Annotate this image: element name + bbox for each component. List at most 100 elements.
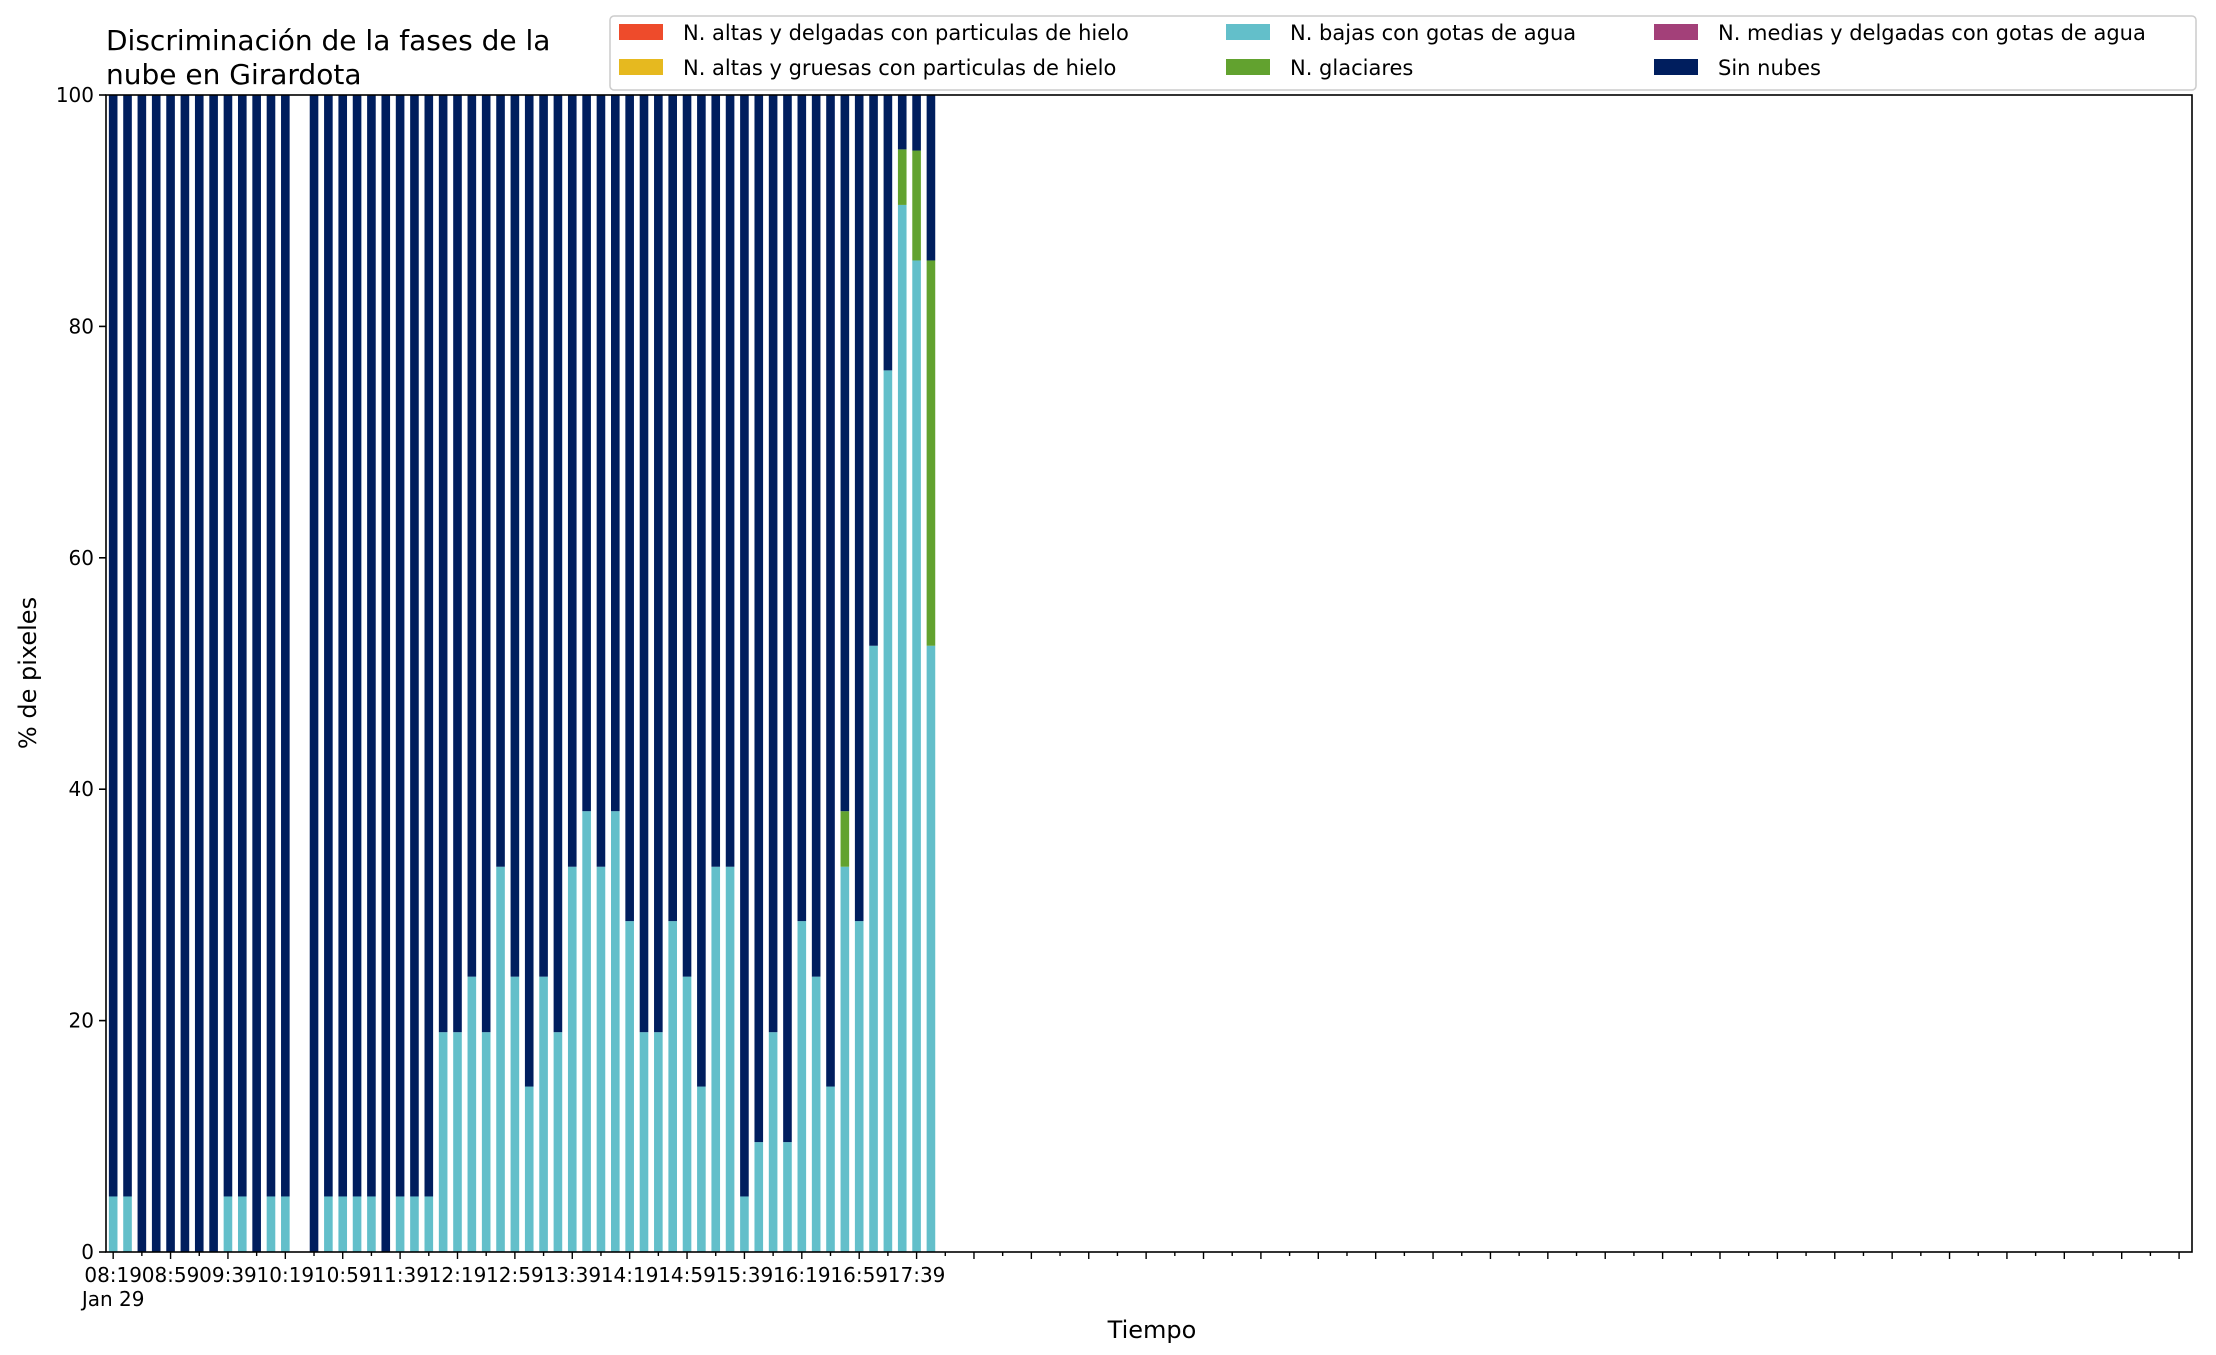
bar-1449-n-bajas-con-gotas-de-agua (668, 921, 677, 1252)
bar-0859-sin-nubes (166, 95, 175, 1252)
bar-1049-n-bajas-con-gotas-de-agua (324, 1196, 333, 1252)
bar-1449-sin-nubes (668, 95, 677, 922)
bar-1509-n-bajas-con-gotas-de-agua (697, 1086, 706, 1252)
bar-1749-n-bajas-con-gotas-de-agua (926, 645, 936, 1252)
x-tick-label-1059: 10:59 (314, 1263, 372, 1287)
bar-1129-sin-nubes (381, 95, 391, 1252)
bar-1049-sin-nubes (324, 95, 333, 1197)
x-tick-label-1419: 14:19 (601, 1263, 659, 1287)
bar-1039-sin-nubes (309, 95, 319, 1252)
bar-1529-n-bajas-con-gotas-de-agua (725, 866, 735, 1252)
x-tick-label-0859: 08:59 (142, 1263, 200, 1287)
bar-1739-sin-nubes (912, 95, 921, 151)
bar-1609-n-bajas-con-gotas-de-agua (783, 1142, 792, 1252)
bar-1419-sin-nubes (625, 95, 634, 922)
bar-1719-n-bajas-con-gotas-de-agua (883, 370, 893, 1252)
legend-swatch-medias-delgadas (1654, 24, 1698, 40)
bar-1749-n-glaciares (926, 260, 936, 646)
legend-swatch-glaciares (1226, 59, 1270, 75)
legend: N. altas y delgadas con particulas de hi… (609, 15, 2197, 91)
x-tick-label-1339: 13:39 (543, 1263, 601, 1287)
bar-1339-n-bajas-con-gotas-de-agua (567, 866, 577, 1252)
bar-0839-sin-nubes (137, 95, 147, 1252)
bar-1729-n-bajas-con-gotas-de-agua (897, 204, 907, 1252)
bar-1649-n-glaciares (840, 811, 850, 867)
y-tick-label-60: 60 (69, 546, 94, 570)
bar-0919-sin-nubes (194, 95, 204, 1252)
bar-1659-sin-nubes (854, 95, 864, 922)
bar-1329-n-bajas-con-gotas-de-agua (553, 1032, 563, 1252)
legend-label-altas-delgadas: N. altas y delgadas con particulas de hi… (683, 21, 1129, 45)
bar-1259-n-bajas-con-gotas-de-agua (510, 976, 520, 1252)
bar-1439-n-bajas-con-gotas-de-agua (654, 1032, 663, 1252)
bar-1229-n-bajas-con-gotas-de-agua (467, 976, 477, 1252)
chart-title: Discriminación de la fases de la nube en… (106, 24, 550, 91)
bar-1329-sin-nubes (553, 95, 563, 1033)
bar-1609-sin-nubes (783, 95, 792, 1143)
bar-1619-n-bajas-con-gotas-de-agua (797, 921, 807, 1252)
bar-0929-sin-nubes (209, 95, 218, 1252)
bar-1409-sin-nubes (611, 95, 620, 812)
x-tick-label-1019: 10:19 (257, 1263, 315, 1287)
bar-1519-sin-nubes (711, 95, 721, 867)
bar-1739-n-glaciares (912, 150, 921, 261)
bar-1219-n-bajas-con-gotas-de-agua (453, 1032, 462, 1252)
x-tick-label-1139: 11:39 (371, 1263, 429, 1287)
plot-frame (105, 94, 2193, 1253)
bar-1349-n-bajas-con-gotas-de-agua (582, 811, 591, 1252)
bar-1729-n-glaciares (897, 149, 907, 205)
bar-1339-sin-nubes (567, 95, 577, 867)
bar-1319-n-bajas-con-gotas-de-agua (539, 976, 548, 1252)
bar-1709-sin-nubes (869, 95, 878, 646)
bar-1629-sin-nubes (811, 95, 821, 977)
bar-1149-n-bajas-con-gotas-de-agua (410, 1196, 419, 1252)
bar-1549-sin-nubes (754, 95, 764, 1143)
bar-1659-n-bajas-con-gotas-de-agua (854, 921, 864, 1252)
legend-swatch-sin-nubes (1654, 59, 1698, 75)
legend-swatch-altas-delgadas (619, 24, 663, 40)
bar-1649-sin-nubes (840, 95, 850, 812)
bar-1529-sin-nubes (725, 95, 735, 867)
legend-label-glaciares: N. glaciares (1290, 56, 1413, 80)
bar-1019-n-bajas-con-gotas-de-agua (281, 1196, 290, 1252)
y-tick-label-20: 20 (69, 1009, 94, 1033)
bar-1209-n-bajas-con-gotas-de-agua (438, 1032, 448, 1252)
bar-0819-n-bajas-con-gotas-de-agua (108, 1196, 118, 1252)
bar-1059-sin-nubes (338, 95, 348, 1197)
legend-swatch-bajas-agua (1226, 24, 1270, 40)
bar-1139-sin-nubes (395, 95, 405, 1197)
x-tick-label-1659: 16:59 (830, 1263, 888, 1287)
bar-1539-n-bajas-con-gotas-de-agua (740, 1196, 749, 1252)
x-tick-label-1739: 17:39 (888, 1263, 946, 1287)
bar-1139-n-bajas-con-gotas-de-agua (395, 1196, 405, 1252)
chart-title-line-1: Discriminación de la fases de la (106, 24, 550, 57)
y-tick-label-100: 100 (56, 83, 94, 107)
bar-1459-n-bajas-con-gotas-de-agua (682, 976, 692, 1252)
bar-0909-sin-nubes (180, 95, 190, 1252)
bar-1619-sin-nubes (797, 95, 807, 922)
bar-1719-sin-nubes (883, 95, 893, 371)
bar-1209-sin-nubes (438, 95, 448, 1033)
bar-0829-n-bajas-con-gotas-de-agua (123, 1196, 132, 1252)
legend-label-medias-delgadas: N. medias y delgadas con gotas de agua (1718, 21, 2146, 45)
bar-1359-n-bajas-con-gotas-de-agua (596, 866, 606, 1252)
x-tick-sublabel-date: Jan 29 (80, 1287, 145, 1311)
bar-0939-n-bajas-con-gotas-de-agua (223, 1196, 233, 1252)
bar-1639-sin-nubes (826, 95, 835, 1087)
x-tick-label-1219: 12:19 (429, 1263, 487, 1287)
x-tick-label-0819: 08:19 (84, 1263, 142, 1287)
bar-1559-n-bajas-con-gotas-de-agua (768, 1032, 778, 1252)
bar-1709-n-bajas-con-gotas-de-agua (869, 645, 878, 1252)
bar-1459-sin-nubes (682, 95, 692, 977)
bar-1309-sin-nubes (524, 95, 534, 1087)
bar-1729-sin-nubes (897, 95, 907, 150)
bar-1109-sin-nubes (352, 95, 362, 1197)
bar-1009-n-bajas-con-gotas-de-agua (266, 1196, 276, 1252)
legend-label-sin-nubes: Sin nubes (1718, 56, 1821, 80)
bar-1019-sin-nubes (281, 95, 290, 1197)
bar-0849-sin-nubes (151, 95, 161, 1252)
bar-1359-sin-nubes (596, 95, 606, 867)
y-tick-label-0: 0 (81, 1240, 94, 1264)
bar-1739-n-bajas-con-gotas-de-agua (912, 260, 921, 1252)
bar-1119-n-bajas-con-gotas-de-agua (367, 1196, 376, 1252)
